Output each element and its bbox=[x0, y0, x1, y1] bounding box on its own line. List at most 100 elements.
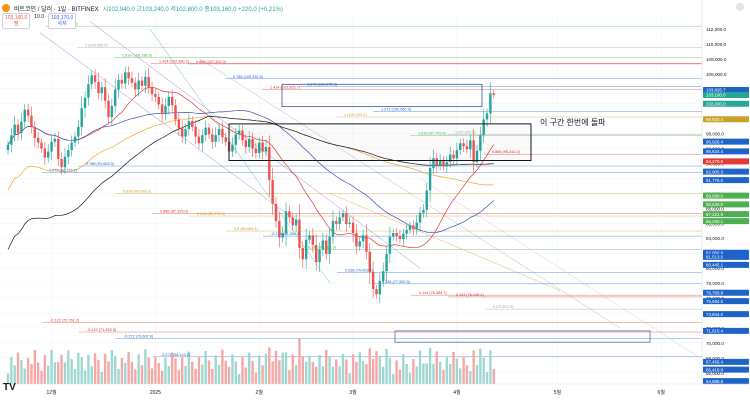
candle-body bbox=[432, 158, 435, 168]
price-tag bbox=[703, 192, 749, 199]
candle-body bbox=[482, 119, 485, 136]
candle-body bbox=[371, 271, 375, 290]
fib-label: 1 (97,910.0) bbox=[455, 130, 476, 134]
price-tick-label: 70,000.0 bbox=[706, 341, 724, 346]
volume-bar bbox=[33, 350, 36, 384]
fib-label: 1.272 (92,772.2) bbox=[49, 169, 78, 173]
volume-bar bbox=[278, 360, 281, 384]
price-tick-label: 68,000.0 bbox=[706, 356, 724, 361]
price-tick-label: 80,000.0 bbox=[706, 266, 724, 271]
candle-body bbox=[110, 105, 114, 118]
candle-body bbox=[181, 128, 184, 137]
candle-body bbox=[328, 236, 331, 254]
candle-body bbox=[83, 97, 87, 109]
trend-line bbox=[199, 58, 621, 329]
price-tag bbox=[703, 87, 749, 94]
volume-bar bbox=[358, 352, 361, 384]
candle-body bbox=[449, 154, 452, 162]
volume-bar bbox=[224, 360, 227, 384]
fib-label: 0.786 (93,663.3) bbox=[86, 162, 115, 166]
candle-body bbox=[60, 159, 63, 168]
spread-value: 10.0 bbox=[32, 13, 46, 29]
candle-body bbox=[321, 240, 325, 250]
volume-bar bbox=[117, 368, 120, 384]
volume-bar bbox=[80, 357, 83, 384]
price-tag-label: 91,776.0 bbox=[706, 178, 724, 183]
volume-bar bbox=[217, 364, 221, 384]
settings-icon[interactable] bbox=[736, 3, 744, 11]
candle-body bbox=[244, 140, 248, 148]
volume-bar bbox=[251, 360, 254, 384]
candle-body bbox=[435, 158, 438, 165]
volume-bar bbox=[93, 353, 97, 384]
volume-bar bbox=[311, 361, 315, 384]
chart-title[interactable]: 비트코인 / 달러 · 1일 · BITFINEX bbox=[14, 6, 99, 13]
fib-label: 1.618 (108,188.6) bbox=[122, 53, 153, 57]
volume-bar bbox=[187, 351, 191, 384]
candle-body bbox=[382, 271, 385, 281]
volume-bar bbox=[415, 366, 418, 384]
trade-panel: 103,160.0 팜 10.0 103,170.0 사자 bbox=[2, 13, 77, 29]
volume-bar bbox=[298, 338, 301, 384]
volume-bar bbox=[408, 372, 412, 384]
candle-body bbox=[43, 148, 47, 158]
volume-bar bbox=[318, 355, 321, 384]
price-tick-label: 66,000.0 bbox=[706, 371, 724, 376]
candle-body bbox=[241, 130, 244, 141]
volume-bar bbox=[331, 366, 335, 384]
volume-bar bbox=[214, 355, 217, 384]
volume-bar bbox=[261, 365, 264, 384]
candle-body bbox=[120, 79, 124, 84]
candle-body bbox=[438, 160, 442, 165]
volume-bar bbox=[365, 364, 368, 384]
volume-bar bbox=[392, 374, 395, 384]
candle-body bbox=[147, 76, 150, 88]
volume-bar bbox=[244, 367, 248, 384]
ohlc-readout: 시102,940.0 고103,240.0 저102,800.0 종103,16… bbox=[102, 6, 283, 13]
volume-bar bbox=[405, 364, 408, 384]
candle-body bbox=[130, 78, 134, 83]
candle-body bbox=[418, 212, 422, 223]
volume-bar bbox=[174, 358, 177, 384]
candle-body bbox=[93, 75, 97, 83]
candle-body bbox=[378, 280, 382, 295]
fib-label: 0.114 (76,384.7) bbox=[419, 291, 447, 295]
volume-bar bbox=[204, 351, 207, 384]
volume-bar bbox=[335, 359, 338, 384]
price-tag-label: 95,624.4 bbox=[706, 149, 724, 154]
volume-bar bbox=[455, 358, 459, 384]
price-tag bbox=[703, 158, 749, 165]
candle-body bbox=[87, 84, 90, 98]
moving-average-line bbox=[7, 115, 494, 250]
candle-body bbox=[315, 244, 318, 263]
candle-body bbox=[298, 219, 301, 248]
sell-button[interactable]: 103,160.0 팜 bbox=[2, 13, 31, 29]
price-axis[interactable]: 112,000.0110,000.0108,000.0106,000.0104,… bbox=[701, 0, 750, 403]
volume-bar bbox=[100, 371, 103, 384]
candle-body bbox=[73, 136, 77, 143]
candle-body bbox=[57, 138, 60, 160]
price-tag-label: 92,905.3 bbox=[706, 169, 724, 174]
volume-bar bbox=[482, 357, 485, 384]
volume-bar bbox=[167, 366, 170, 384]
fib-label: 0.236 (79,423.9) bbox=[345, 268, 374, 272]
fib-label: -0.272 (84,284.0) bbox=[271, 232, 301, 236]
volume-bar bbox=[345, 359, 348, 384]
volume-bar bbox=[234, 361, 237, 384]
candle-body bbox=[150, 87, 154, 94]
volume-bar bbox=[281, 352, 284, 384]
trend-line bbox=[39, 32, 301, 224]
volume-bar bbox=[13, 365, 16, 384]
time-axis[interactable]: 12월20252월3월4월5월6월7월 bbox=[0, 383, 750, 396]
price-tick-label: 110,000.0 bbox=[706, 42, 727, 47]
volume-bar bbox=[60, 354, 63, 384]
candle-body bbox=[479, 135, 482, 151]
volume-bar bbox=[459, 368, 462, 384]
price-tag bbox=[703, 358, 749, 365]
price-tag bbox=[703, 378, 749, 385]
volume-bar bbox=[97, 360, 100, 384]
buy-button[interactable]: 103,170.0 사자 bbox=[47, 13, 77, 29]
price-tag bbox=[703, 218, 749, 225]
volume-bar bbox=[211, 369, 214, 384]
